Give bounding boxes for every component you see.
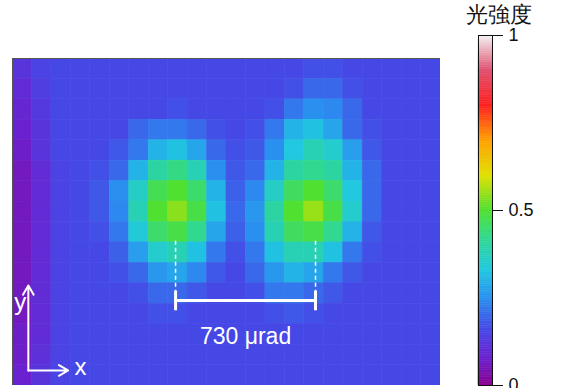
svg-text:1: 1 xyxy=(509,25,519,45)
svg-text:0: 0 xyxy=(509,375,519,388)
svg-text:730 μrad: 730 μrad xyxy=(200,323,291,349)
html-text:光強度: 光強度 xyxy=(466,2,532,27)
svg-text:0.5: 0.5 xyxy=(509,200,534,220)
svg-text:x: x xyxy=(75,353,87,380)
svg-text:y: y xyxy=(14,288,26,315)
